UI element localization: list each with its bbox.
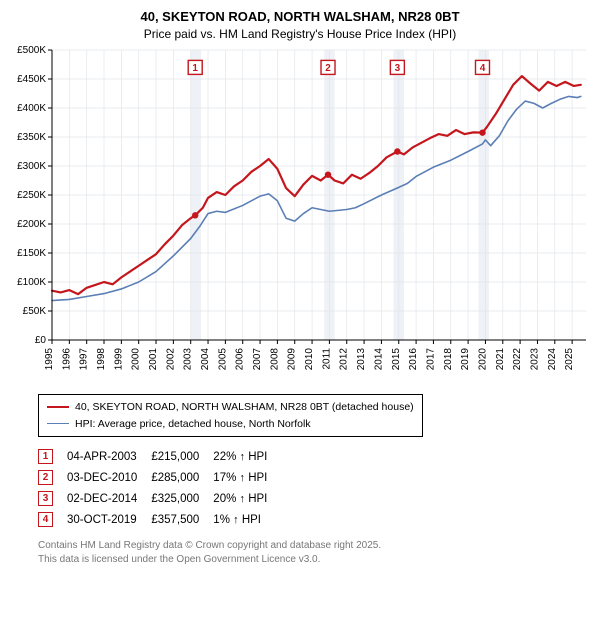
legend-swatch: [47, 406, 69, 408]
svg-text:2015: 2015: [391, 347, 402, 370]
sale-pct: 1% ↑ HPI: [213, 512, 281, 527]
svg-text:2006: 2006: [235, 347, 246, 370]
arrow-up-icon: ↑: [240, 493, 246, 505]
footer-line-1: Contains HM Land Registry data © Crown c…: [38, 539, 590, 553]
legend-item: 40, SKEYTON ROAD, NORTH WALSHAM, NR28 0B…: [47, 399, 414, 416]
sale-marker: 3: [38, 491, 53, 506]
svg-text:2013: 2013: [356, 347, 367, 370]
svg-text:1: 1: [192, 63, 198, 74]
legend-label: HPI: Average price, detached house, Nort…: [75, 416, 311, 433]
svg-text:£0: £0: [35, 335, 47, 346]
sale-marker: 4: [38, 512, 53, 527]
arrow-up-icon: ↑: [233, 514, 239, 526]
svg-text:2023: 2023: [529, 347, 540, 370]
svg-text:2003: 2003: [183, 347, 194, 370]
sale-price: £357,500: [151, 512, 213, 527]
svg-text:1996: 1996: [61, 347, 72, 370]
svg-text:2009: 2009: [287, 347, 298, 370]
svg-text:2016: 2016: [408, 347, 419, 370]
table-row: 1 04-APR-2003£215,00022% ↑ HPI: [38, 449, 281, 464]
svg-text:2005: 2005: [217, 347, 228, 370]
svg-text:2011: 2011: [321, 347, 332, 369]
svg-text:2025: 2025: [564, 347, 575, 370]
svg-text:£400K: £400K: [17, 103, 46, 114]
sale-pct: 20% ↑ HPI: [213, 491, 281, 506]
svg-text:2017: 2017: [425, 347, 436, 370]
svg-text:2024: 2024: [547, 347, 558, 370]
svg-text:2: 2: [325, 63, 331, 74]
svg-text:2014: 2014: [373, 347, 384, 370]
svg-text:2002: 2002: [165, 347, 176, 370]
title-line-2: Price paid vs. HM Land Registry's House …: [10, 26, 590, 42]
svg-text:1997: 1997: [79, 347, 90, 370]
svg-text:2007: 2007: [252, 347, 263, 370]
svg-text:2018: 2018: [443, 347, 454, 370]
svg-text:3: 3: [395, 63, 401, 74]
svg-text:1995: 1995: [44, 347, 55, 370]
svg-text:2019: 2019: [460, 347, 471, 370]
sale-date: 02-DEC-2014: [67, 491, 151, 506]
svg-text:2012: 2012: [339, 347, 350, 370]
svg-text:2022: 2022: [512, 347, 523, 370]
sales-table: 1 04-APR-2003£215,00022% ↑ HPI 2 03-DEC-201…: [38, 443, 281, 533]
table-row: 4 30-OCT-2019£357,5001% ↑ HPI: [38, 512, 281, 527]
svg-text:1998: 1998: [96, 347, 107, 370]
sale-date: 04-APR-2003: [67, 449, 151, 464]
svg-text:2000: 2000: [131, 347, 142, 370]
svg-text:2008: 2008: [269, 347, 280, 370]
table-row: 3 02-DEC-2014£325,00020% ↑ HPI: [38, 491, 281, 506]
arrow-up-icon: ↑: [240, 451, 246, 463]
price-chart: 1 2 3 4 £0 £50K £100K £150K £200K £250K £300K £350K…: [10, 46, 590, 386]
svg-text:£50K: £50K: [23, 306, 47, 317]
footer-line-2: This data is licensed under the Open Gov…: [38, 553, 590, 567]
arrow-up-icon: ↑: [240, 472, 246, 484]
title-line-1: 40, SKEYTON ROAD, NORTH WALSHAM, NR28 0B…: [10, 8, 590, 26]
svg-text:4: 4: [480, 63, 486, 74]
table-row: 2 03-DEC-2010£285,00017% ↑ HPI: [38, 470, 281, 485]
svg-text:2001: 2001: [148, 347, 159, 370]
sale-price: £285,000: [151, 470, 213, 485]
sale-date: 30-OCT-2019: [67, 512, 151, 527]
chart-svg: 1 2 3 4 £0 £50K £100K £150K £200K £250K £300K £350K…: [10, 46, 590, 386]
svg-text:£150K: £150K: [17, 248, 46, 259]
svg-text:1999: 1999: [113, 347, 124, 370]
svg-text:2021: 2021: [495, 347, 506, 370]
legend-label: 40, SKEYTON ROAD, NORTH WALSHAM, NR28 0B…: [75, 399, 414, 416]
legend: 40, SKEYTON ROAD, NORTH WALSHAM, NR28 0B…: [38, 394, 423, 438]
svg-text:£450K: £450K: [17, 74, 46, 85]
svg-text:2020: 2020: [477, 347, 488, 370]
svg-text:£300K: £300K: [17, 161, 46, 172]
svg-text:£500K: £500K: [17, 46, 46, 56]
sale-pct: 22% ↑ HPI: [213, 449, 281, 464]
sale-pct: 17% ↑ HPI: [213, 470, 281, 485]
chart-title-block: 40, SKEYTON ROAD, NORTH WALSHAM, NR28 0B…: [10, 8, 590, 42]
sale-marker: 2: [38, 470, 53, 485]
svg-text:2010: 2010: [304, 347, 315, 370]
legend-swatch: [47, 423, 69, 424]
svg-text:£100K: £100K: [17, 277, 46, 288]
sale-date: 03-DEC-2010: [67, 470, 151, 485]
svg-text:£200K: £200K: [17, 219, 46, 230]
svg-text:2004: 2004: [200, 347, 211, 370]
sale-marker: 1: [38, 449, 53, 464]
sale-price: £215,000: [151, 449, 213, 464]
svg-text:£350K: £350K: [17, 132, 46, 143]
sale-price: £325,000: [151, 491, 213, 506]
svg-text:£250K: £250K: [17, 190, 46, 201]
footer-attribution: Contains HM Land Registry data © Crown c…: [38, 539, 590, 566]
legend-item: HPI: Average price, detached house, Nort…: [47, 416, 414, 433]
